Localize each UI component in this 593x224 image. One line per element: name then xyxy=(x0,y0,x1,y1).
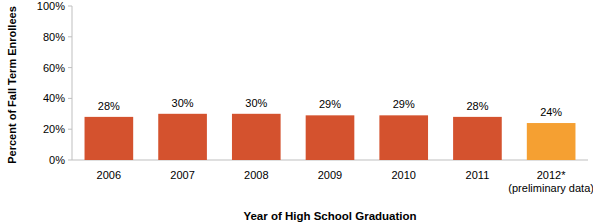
x-tick-label: 2008 xyxy=(244,169,268,181)
bar xyxy=(158,114,207,160)
y-tick xyxy=(68,160,72,161)
y-tick xyxy=(68,6,72,7)
y-tick-label: 60% xyxy=(43,62,65,74)
bar xyxy=(306,115,355,160)
bars xyxy=(85,114,576,160)
y-tick-label: 100% xyxy=(37,0,65,12)
data-label: 28% xyxy=(466,100,488,112)
data-label: 30% xyxy=(245,97,267,109)
x-tick-label: 2007 xyxy=(170,169,194,181)
y-tick-label: 20% xyxy=(43,123,65,135)
y-tick-label: 80% xyxy=(43,31,65,43)
bar xyxy=(527,123,576,160)
y-tick-label: 40% xyxy=(43,92,65,104)
data-label: 29% xyxy=(319,98,341,110)
x-tick-label: 2012*(preliminary data) xyxy=(508,169,593,194)
y-tick xyxy=(68,67,72,68)
y-axis-title: Percent of Fall Term Enrollees xyxy=(6,6,18,164)
y-tick xyxy=(68,98,72,99)
y-tick xyxy=(68,36,72,37)
data-label: 28% xyxy=(98,100,120,112)
data-label: 29% xyxy=(393,98,415,110)
x-tick-label: 2006 xyxy=(97,169,121,181)
y-tick-label: 0% xyxy=(49,154,65,166)
bar xyxy=(379,115,428,160)
chart: 0% 20% 40% 60% 80% 100% 28% 30% 30% 29% 29% 28% 24% 2… xyxy=(0,0,593,224)
bar xyxy=(453,117,502,160)
x-tick-label: 2011 xyxy=(466,169,490,181)
x-tick-label: 2010 xyxy=(391,169,415,181)
data-label: 24% xyxy=(540,106,562,118)
x-tick-label: 2009 xyxy=(318,169,342,181)
y-axis-line xyxy=(72,6,73,160)
x-axis-title: Year of High School Graduation xyxy=(243,210,416,222)
bar xyxy=(85,117,134,160)
bar xyxy=(232,114,281,160)
chart-container: 0% 20% 40% 60% 80% 100% 28% 30% 30% 29% 29% 28% 24% 2… xyxy=(0,0,593,224)
data-label: 30% xyxy=(172,97,194,109)
y-tick xyxy=(68,129,72,130)
